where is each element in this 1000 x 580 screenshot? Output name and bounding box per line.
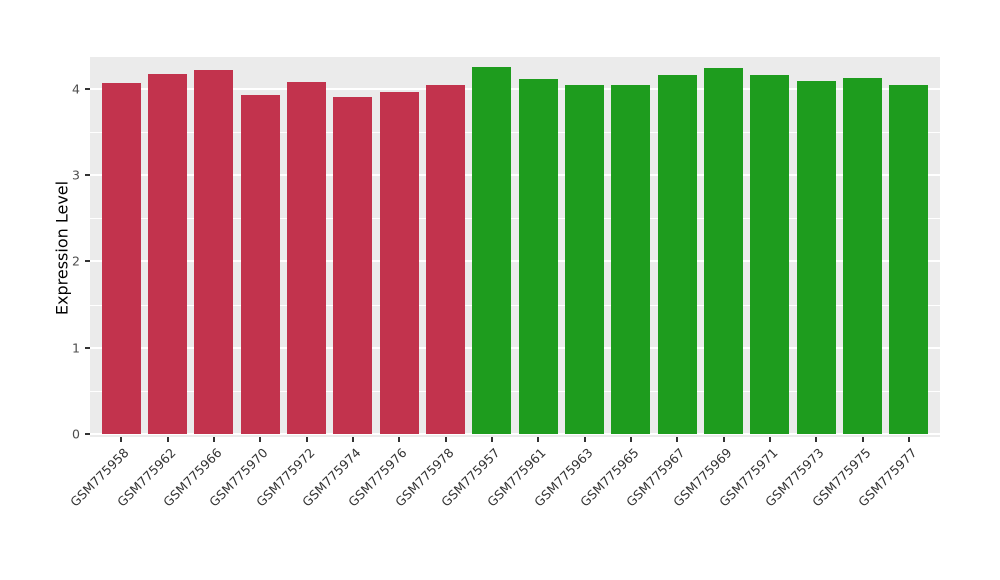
x-tick-mark	[490, 437, 493, 442]
bar-GSM775967	[657, 75, 697, 434]
major-gridline	[90, 346, 940, 349]
bar-GSM775977	[889, 84, 929, 434]
y-tick-label: 2	[72, 253, 80, 269]
y-tick-mark	[85, 174, 90, 177]
bar-GSM775963	[565, 85, 604, 434]
x-tick-mark	[305, 437, 308, 442]
x-tick-mark	[351, 437, 354, 442]
y-tick-label: 4	[72, 81, 80, 97]
x-tick-mark	[259, 437, 262, 442]
bar-GSM775958	[101, 82, 141, 434]
minor-gridline	[90, 218, 940, 220]
y-tick-label: 3	[72, 167, 80, 183]
bar-GSM775957	[472, 66, 512, 434]
bar-GSM775974	[333, 96, 373, 434]
x-tick-mark	[815, 437, 818, 442]
x-tick-mark	[907, 437, 910, 442]
bar-GSM775972	[287, 82, 326, 434]
x-tick-mark	[629, 437, 632, 442]
bar-GSM775961	[518, 78, 558, 434]
minor-gridline	[90, 304, 940, 306]
bar-GSM775971	[750, 75, 790, 434]
y-tick-mark	[85, 433, 90, 435]
bar-GSM775978	[426, 85, 465, 434]
minor-gridline	[90, 132, 940, 134]
x-tick-mark	[583, 437, 586, 442]
x-tick-mark	[722, 437, 725, 442]
x-tick-mark	[537, 437, 540, 442]
bar-GSM775962	[148, 74, 187, 434]
major-gridline	[90, 260, 940, 263]
y-tick-mark	[85, 260, 90, 263]
bar-GSM775965	[611, 84, 651, 434]
bar-GSM775969	[704, 68, 743, 434]
major-gridline	[90, 433, 940, 435]
x-tick-mark	[166, 437, 169, 442]
x-tick-mark	[444, 437, 447, 442]
x-tick-mark	[768, 437, 771, 442]
bar-GSM775973	[796, 81, 836, 434]
bar-GSM775975	[843, 77, 882, 434]
major-gridline	[90, 174, 940, 177]
x-tick-mark	[398, 437, 401, 442]
bar-GSM775976	[379, 91, 419, 434]
minor-gridline	[90, 390, 940, 392]
x-tick-mark	[212, 437, 215, 442]
x-tick-mark	[861, 437, 864, 442]
major-gridline	[90, 87, 940, 90]
x-tick-mark	[676, 437, 679, 442]
x-tick-mark	[120, 437, 123, 442]
bar-GSM775966	[194, 69, 234, 434]
plot-panel	[90, 57, 940, 437]
y-tick-label: 1	[72, 340, 80, 356]
y-tick-mark	[85, 346, 90, 349]
y-axis-title: Expression Level	[52, 180, 72, 316]
y-tick-label: 0	[72, 426, 80, 442]
bar-GSM775970	[240, 94, 280, 434]
y-tick-mark	[85, 87, 90, 90]
